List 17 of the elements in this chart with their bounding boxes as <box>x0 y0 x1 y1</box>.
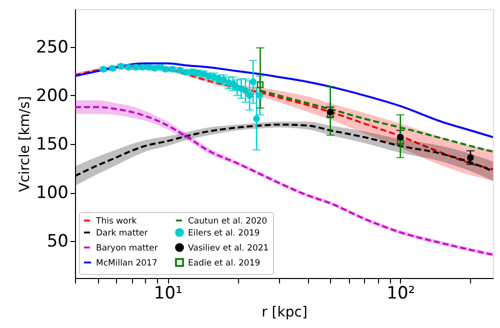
x-axis-title: r [kpc] <box>262 304 308 320</box>
legend-label: This work <box>95 216 137 226</box>
legend-label: Cautun et al. 2020 <box>188 216 268 226</box>
x-tick-label: 10² <box>386 284 416 304</box>
y-tick-label: 100 <box>36 183 68 204</box>
y-tick-label: 50 <box>46 232 68 252</box>
legend-label: Eilers et al. 2019 <box>188 228 260 238</box>
y-tick-label: 200 <box>36 86 68 106</box>
legend-label: Vasiliev et al. 2021 <box>188 244 269 254</box>
y-tick-label: 250 <box>36 37 68 58</box>
y-axis-title: Vcircle [km/s] <box>17 96 34 192</box>
legend-label: McMillan 2017 <box>96 258 158 268</box>
legend-label: Baryon matter <box>96 244 158 254</box>
y-tick-label: 150 <box>36 134 68 154</box>
x-tick-label: 10¹ <box>154 284 182 304</box>
legend-label: Eadie et al. 2019 <box>188 258 260 268</box>
legend-label: Dark matter <box>96 228 148 238</box>
